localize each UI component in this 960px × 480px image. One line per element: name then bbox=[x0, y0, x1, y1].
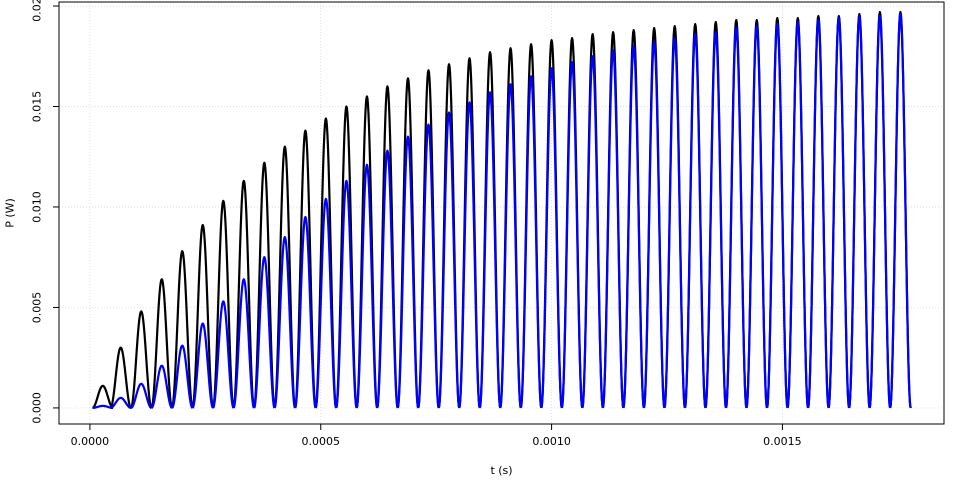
series-1-peak bbox=[232, 278, 255, 409]
x-tick-label: 0.0000 bbox=[71, 435, 110, 448]
series-1-peak bbox=[171, 344, 194, 409]
series-1-peak bbox=[622, 45, 646, 409]
series-0-peak bbox=[130, 310, 153, 409]
series-1-peak bbox=[417, 123, 440, 409]
series-1-peak bbox=[560, 61, 584, 409]
series-1-peak bbox=[314, 197, 338, 409]
y-tick-label: 0.020 bbox=[31, 0, 44, 22]
x-tick-label: 0.0010 bbox=[532, 435, 571, 448]
y-axis-label: P (W) bbox=[4, 198, 17, 228]
series-1 bbox=[91, 12, 912, 410]
series-1-peak bbox=[355, 163, 379, 409]
y-axis: 0.000 0.005 0.010 0.015 0.020 bbox=[31, 0, 60, 424]
y-tick-label: 0.010 bbox=[31, 191, 44, 223]
series-0-peak bbox=[232, 179, 256, 409]
series-0-peak bbox=[91, 384, 114, 409]
x-tick-label: 0.0005 bbox=[302, 435, 341, 448]
x-axis: 0.0000 0.0005 0.0010 0.0015 bbox=[71, 423, 802, 448]
series-1-peak bbox=[478, 91, 502, 409]
series-1-peak bbox=[642, 41, 666, 409]
series-0 bbox=[91, 10, 912, 409]
series-1-peak bbox=[848, 14, 871, 409]
series-1-peak bbox=[253, 256, 276, 409]
series-1-peak bbox=[704, 31, 728, 409]
series-0-peak bbox=[212, 199, 235, 409]
x-tick-label: 0.0015 bbox=[763, 435, 802, 448]
y-tick-label: 0.015 bbox=[31, 91, 44, 123]
series-1-peak bbox=[458, 101, 481, 409]
series-1-peak bbox=[540, 67, 563, 409]
series-1-peak bbox=[601, 49, 625, 409]
series-1-peak bbox=[519, 75, 543, 409]
series-1-peak bbox=[437, 111, 461, 409]
series-1-peak bbox=[581, 55, 604, 409]
series-1-peak bbox=[150, 364, 173, 409]
series-1-peak bbox=[212, 300, 235, 409]
series-1-peak bbox=[294, 215, 317, 409]
series-0-peak bbox=[150, 278, 173, 409]
series-1-peak bbox=[499, 83, 522, 409]
series-1-peak bbox=[765, 23, 789, 409]
y-tick-label: 0.005 bbox=[31, 292, 44, 324]
series-1-peak bbox=[683, 33, 707, 409]
series-1-peak bbox=[868, 14, 892, 409]
series-1-peak bbox=[786, 21, 810, 409]
series-1-peak bbox=[109, 396, 132, 410]
series-0-peak bbox=[191, 223, 215, 409]
series-1-peak bbox=[663, 37, 687, 409]
series-0-peak bbox=[171, 250, 194, 409]
series-1-peak bbox=[745, 25, 769, 409]
series-1-peak bbox=[130, 382, 153, 409]
series-0-peak bbox=[109, 346, 132, 409]
series-1-peak bbox=[376, 149, 399, 409]
series-1-peak bbox=[807, 18, 830, 409]
series-1-peak bbox=[724, 27, 748, 409]
series-1-peak bbox=[273, 236, 297, 409]
series-1-peak bbox=[827, 16, 851, 409]
series-1-peak bbox=[889, 12, 912, 409]
series-1-peak bbox=[335, 179, 358, 409]
series-1-peak bbox=[191, 322, 214, 409]
series-group bbox=[91, 10, 912, 410]
series-1-peak bbox=[396, 135, 420, 409]
y-tick-label: 0.000 bbox=[31, 392, 44, 424]
series-1-peak bbox=[91, 404, 114, 410]
x-axis-label: t (s) bbox=[490, 464, 512, 477]
